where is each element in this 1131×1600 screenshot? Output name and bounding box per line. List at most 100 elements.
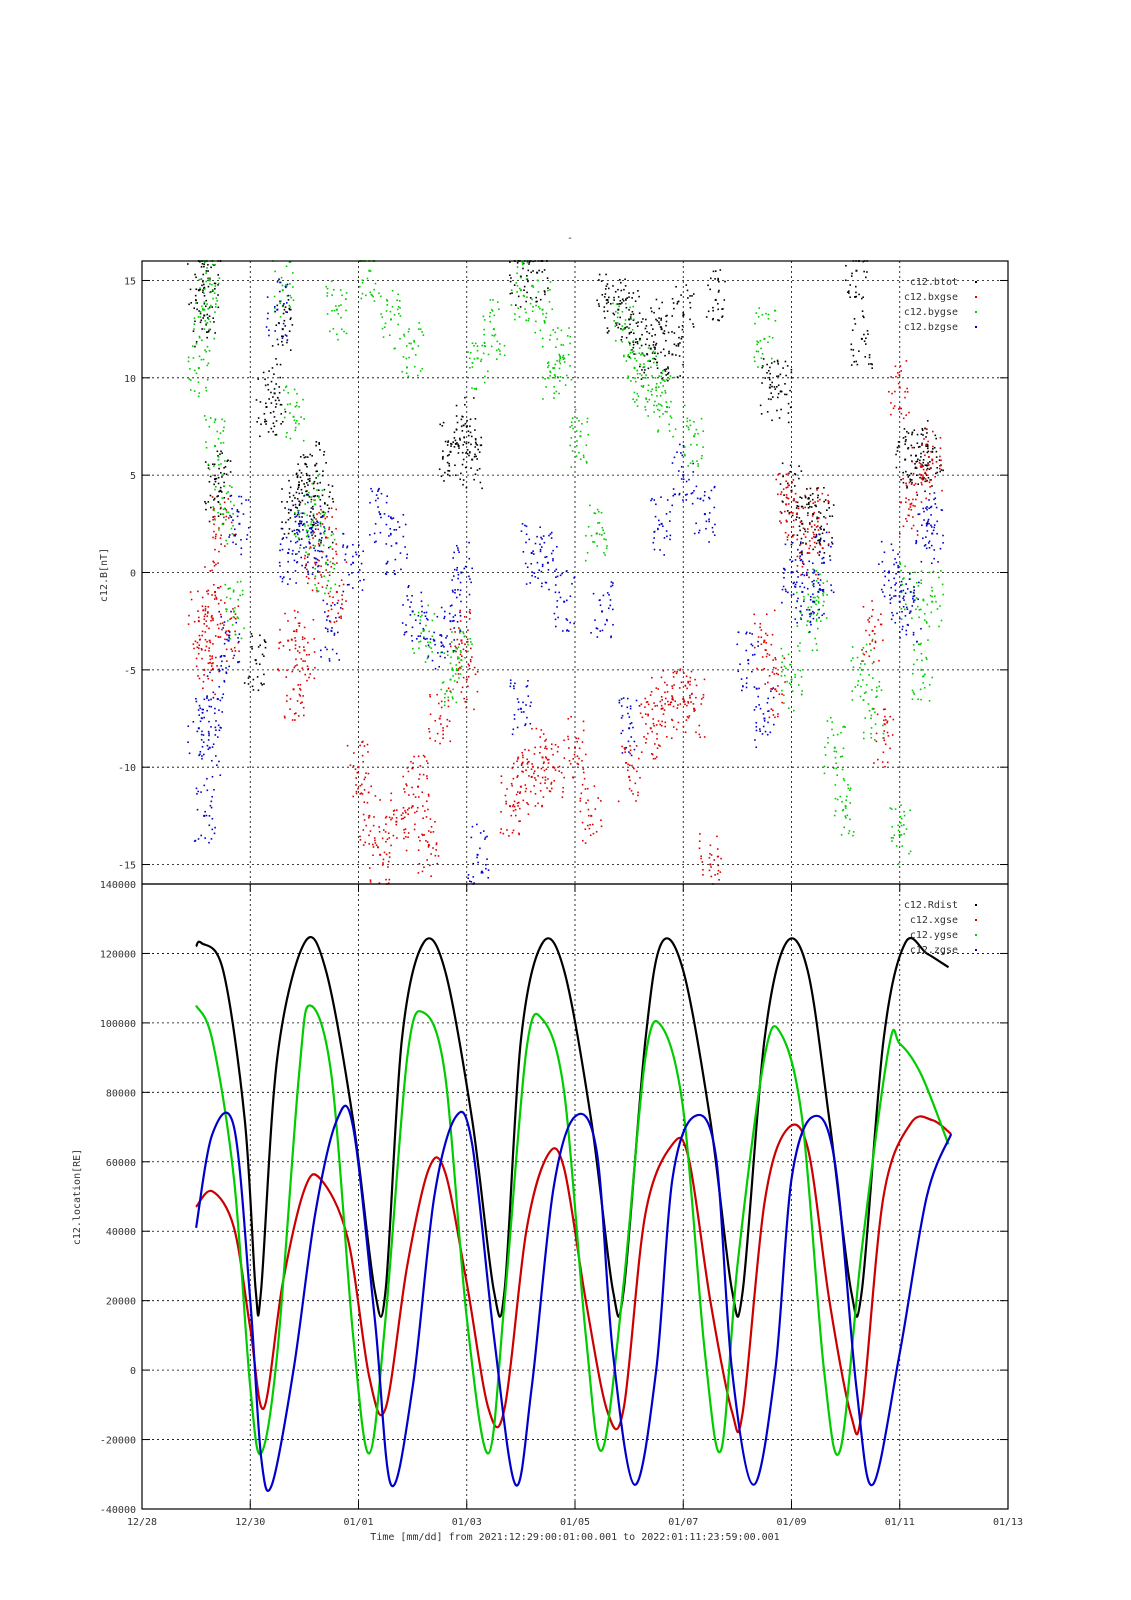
data-point xyxy=(221,628,223,631)
data-point xyxy=(295,628,298,631)
data-point xyxy=(819,537,822,540)
data-point xyxy=(528,263,530,265)
data-point xyxy=(817,573,820,576)
data-point xyxy=(301,636,304,638)
data-point xyxy=(894,390,896,393)
data-point xyxy=(851,646,854,648)
data-point xyxy=(449,643,451,645)
data-point xyxy=(460,665,463,668)
data-point xyxy=(308,553,310,555)
data-point xyxy=(754,622,756,625)
data-point xyxy=(447,687,450,690)
data-point xyxy=(227,588,229,590)
data-point xyxy=(417,849,420,851)
data-point xyxy=(306,474,308,477)
data-point xyxy=(644,376,647,379)
data-point xyxy=(774,657,776,659)
data-point xyxy=(689,683,691,686)
data-point xyxy=(635,800,637,802)
data-point xyxy=(790,594,793,596)
data-point xyxy=(223,654,225,657)
data-point xyxy=(301,564,303,567)
data-point xyxy=(868,617,871,619)
data-point xyxy=(758,704,760,706)
data-point xyxy=(361,292,364,295)
data-point xyxy=(517,295,520,298)
data-point xyxy=(813,611,815,614)
data-point xyxy=(898,444,900,447)
data-point xyxy=(849,818,851,821)
data-point xyxy=(319,449,321,451)
data-point xyxy=(654,743,656,745)
data-point xyxy=(667,373,669,375)
data-point xyxy=(370,785,372,788)
data-point xyxy=(486,858,488,860)
data-point xyxy=(796,534,799,537)
data-point xyxy=(522,756,524,759)
data-point xyxy=(328,495,331,498)
data-point xyxy=(675,354,677,356)
data-point xyxy=(200,358,203,361)
data-point xyxy=(636,372,639,375)
data-point xyxy=(331,294,333,296)
data-point xyxy=(656,738,658,740)
data-point xyxy=(270,402,273,404)
data-point xyxy=(346,744,349,747)
data-point xyxy=(409,614,412,616)
data-point xyxy=(545,581,548,584)
data-point xyxy=(310,531,312,534)
data-point xyxy=(218,709,220,711)
data-point xyxy=(899,637,901,639)
data-point xyxy=(659,382,662,384)
data-point xyxy=(809,522,811,524)
data-point xyxy=(427,830,430,832)
data-point xyxy=(757,366,759,368)
data-point xyxy=(243,627,245,630)
data-point xyxy=(821,557,824,560)
data-point xyxy=(894,621,897,624)
data-point xyxy=(223,420,226,423)
data-point xyxy=(239,580,242,583)
data-point xyxy=(214,707,216,710)
data-point xyxy=(322,599,325,602)
data-point xyxy=(429,737,431,740)
data-point xyxy=(446,650,449,653)
data-point xyxy=(314,464,317,467)
data-point xyxy=(286,311,288,314)
data-point xyxy=(385,878,387,881)
data-point xyxy=(630,331,632,333)
data-point xyxy=(550,787,553,790)
data-point xyxy=(878,685,880,688)
data-point xyxy=(712,309,714,312)
data-point xyxy=(789,663,792,666)
data-point xyxy=(515,282,518,284)
data-point xyxy=(618,323,621,326)
data-point xyxy=(442,737,444,739)
data-point xyxy=(293,630,296,632)
data-point xyxy=(798,477,800,480)
data-point xyxy=(813,579,815,582)
data-point xyxy=(429,695,432,698)
data-point xyxy=(679,703,682,705)
data-point xyxy=(900,370,903,372)
data-point xyxy=(822,561,825,564)
data-point xyxy=(392,517,395,519)
data-point xyxy=(313,531,315,534)
data-point xyxy=(922,465,924,467)
data-point xyxy=(922,682,924,684)
data-point xyxy=(355,777,357,779)
data-point xyxy=(426,775,428,777)
data-point xyxy=(913,693,916,695)
data-point xyxy=(528,749,530,752)
data-point xyxy=(889,598,892,601)
data-point xyxy=(542,535,545,537)
data-point xyxy=(427,846,430,848)
data-point xyxy=(198,754,200,757)
data-point xyxy=(586,824,589,827)
data-point xyxy=(537,291,540,293)
data-point xyxy=(817,591,820,593)
data-point xyxy=(793,581,795,584)
data-point xyxy=(212,317,214,319)
data-point xyxy=(692,471,695,473)
data-point xyxy=(275,324,278,327)
